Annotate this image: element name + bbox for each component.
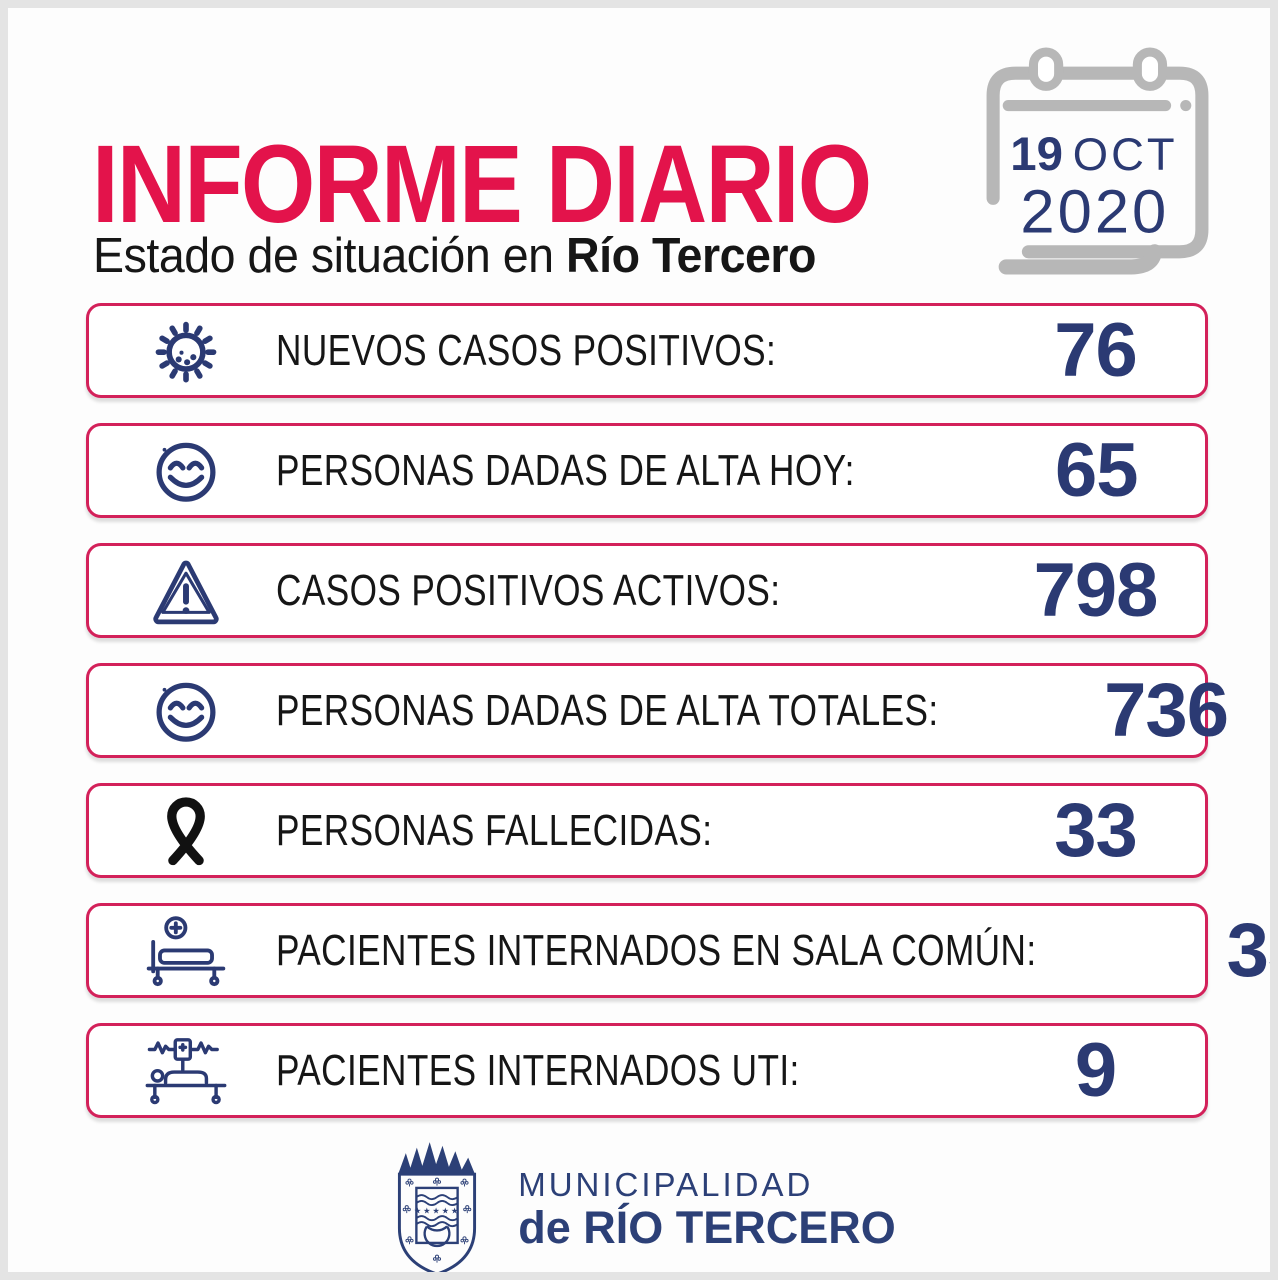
stat-label: CASOS POSITIVOS ACTIVOS:	[276, 565, 781, 615]
stat-label: PACIENTES INTERNADOS UTI:	[276, 1045, 800, 1095]
stat-value: 33	[1226, 908, 1270, 993]
stat-row: PACIENTES INTERNADOS UTI: 9	[86, 1023, 1208, 1118]
org-line2: de RÍO TERCERO	[518, 1202, 896, 1254]
page-subtitle: Estado de situación en Río Tercero	[93, 229, 817, 284]
stat-row: PERSONAS DADAS DE ALTA HOY: 65	[86, 423, 1208, 518]
stat-row: PACIENTES INTERNADOS EN SALA COMÚN: 33	[86, 903, 1270, 998]
stat-label: PERSONAS FALLECIDAS:	[276, 805, 713, 855]
stat-icon-slot	[143, 907, 229, 995]
mourning-ribbon-icon	[167, 796, 205, 865]
icu-bed-icon	[145, 1037, 227, 1104]
stat-value: 736	[1104, 668, 1229, 753]
stat-icon-slot	[143, 427, 229, 515]
calendar-icon: 19 OCT 2020	[986, 47, 1209, 275]
stat-value: 76	[1054, 308, 1138, 393]
stat-label: PERSONAS DADAS DE ALTA TOTALES:	[276, 685, 939, 735]
footer: ★★★★★ MUNICIPALIDAD de RÍO TERCERO	[8, 1136, 1270, 1272]
smiley-icon	[156, 442, 216, 502]
organization-name: MUNICIPALIDAD de RÍO TERCERO	[518, 1166, 896, 1251]
stat-icon-slot	[143, 1027, 229, 1115]
municipal-crest-icon: ★★★★★	[398, 1142, 477, 1272]
stat-icon-slot	[143, 667, 229, 755]
stat-label: PACIENTES INTERNADOS EN SALA COMÚN:	[276, 925, 1037, 975]
stat-icon-slot	[143, 547, 229, 635]
svg-text:★★★★★: ★★★★★	[414, 1206, 460, 1216]
subtitle-prefix: Estado de situación en	[93, 229, 567, 283]
stat-value: 65	[1054, 428, 1139, 513]
stat-row: CASOS POSITIVOS ACTIVOS: 798	[86, 543, 1208, 638]
hospital-bed-icon	[146, 915, 226, 986]
stat-value: 798	[1033, 548, 1159, 633]
stat-label: NUEVOS CASOS POSITIVOS:	[276, 325, 777, 375]
smiley-icon	[156, 682, 216, 742]
calendar-day: 19	[1010, 128, 1063, 181]
stat-label: PERSONAS DADAS DE ALTA HOY:	[276, 445, 855, 495]
stat-row: PERSONAS FALLECIDAS: 33	[86, 783, 1208, 878]
calendar-month: OCT	[1073, 129, 1178, 180]
stat-value: 9	[1074, 1028, 1117, 1113]
calendar-year: 2020	[1020, 178, 1169, 247]
stat-icon-slot	[143, 787, 229, 875]
page-title: INFORME DIARIO	[92, 123, 872, 246]
org-line1: MUNICIPALIDAD	[518, 1166, 814, 1204]
subtitle-city: Río Tercero	[566, 229, 817, 283]
stat-row: NUEVOS CASOS POSITIVOS: 76	[86, 303, 1208, 398]
stat-icon-slot	[143, 307, 229, 395]
virus-icon	[155, 321, 217, 382]
stat-value: 33	[1054, 788, 1138, 873]
warning-icon	[153, 560, 219, 624]
stat-row: PERSONAS DADAS DE ALTA TOTALES: 736	[86, 663, 1229, 758]
stats-list: NUEVOS CASOS POSITIVOS: 76 PERSONAS DADA…	[86, 303, 1270, 1143]
